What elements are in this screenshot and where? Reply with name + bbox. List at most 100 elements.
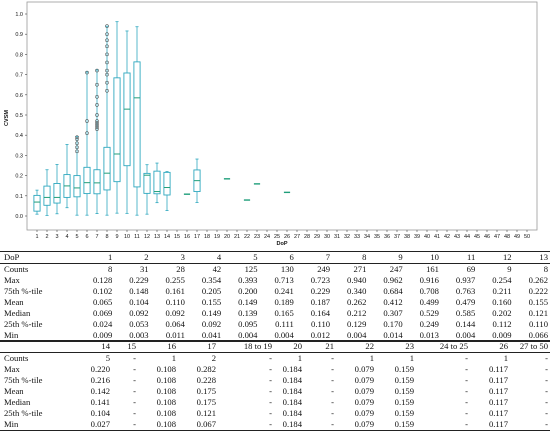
table-cell: 0.108	[138, 419, 178, 431]
table-cell: -	[133, 397, 136, 407]
table-cell: 0.937	[455, 275, 476, 285]
table-cell: -	[545, 353, 548, 363]
table-cell: 0.159	[394, 375, 414, 385]
table-cell: -	[269, 375, 272, 385]
row-label: Median	[4, 397, 31, 407]
table-cell: -	[218, 419, 274, 431]
table-cell: 0.184	[282, 397, 302, 407]
outlier-point	[105, 24, 109, 28]
x-tick-label: 23	[254, 234, 260, 240]
table-row: 75th %-tile 0.102 0.148 0.161 0.205 0.200 0.24…	[0, 286, 550, 297]
table-cell: 0.211	[492, 286, 512, 296]
x-tick-label: 29	[314, 234, 320, 240]
outlier-point	[95, 103, 99, 107]
x-tick-label: 12	[144, 234, 150, 240]
table-cell: 0.763	[455, 286, 476, 296]
table-cell: 1	[171, 353, 176, 363]
table-cell: 0.161	[165, 286, 185, 296]
table-header-row: 14 15 16 17 18 to 19 20 21 22 23 24 to 25 26 27 to …	[0, 340, 550, 353]
table-cell: 0.529	[419, 308, 439, 318]
x-tick-label: 13	[154, 234, 160, 240]
x-tick-label: 11	[134, 234, 140, 240]
table-header-cell: 20	[274, 340, 304, 353]
box-6	[83, 70, 91, 216]
outlier-point	[105, 80, 109, 85]
outlier-point	[105, 88, 109, 93]
table-header-cell	[0, 340, 78, 353]
box-iqr	[123, 72, 131, 167]
table-cell: 0.684	[383, 286, 403, 296]
y-tick-label: 1.0	[15, 12, 23, 18]
table-cell: 0.079	[354, 386, 374, 396]
table-cell: -	[545, 397, 548, 407]
y-tick-label: 0.6	[15, 93, 23, 99]
table-cell: 0.108	[156, 364, 176, 374]
table-cell: 0.102	[92, 286, 113, 296]
x-tick-label: 3	[55, 234, 58, 240]
table-cell: 0.069	[92, 308, 113, 318]
table-cell: 0.160	[492, 297, 512, 307]
x-tick-label: 48	[504, 234, 510, 240]
box-3	[53, 164, 61, 215]
table-cell: 0.499	[419, 297, 439, 307]
table-cell: -	[545, 408, 548, 418]
outlier-point	[75, 137, 79, 142]
table-cell: 0.079	[354, 364, 374, 374]
table-cell: -	[465, 408, 468, 418]
table-cell: 0.079	[354, 397, 374, 407]
table-cell: 1	[369, 353, 374, 363]
x-tick-label: 35	[374, 234, 380, 240]
table-cell: -	[133, 386, 136, 396]
table-cell: 0.170	[383, 319, 403, 329]
table-row: Counts 8 31 28 42 125 130 249 271 247 161 69 9 8	[0, 264, 550, 276]
table-cell: 0.479	[455, 297, 476, 307]
table-cell: 0.254	[492, 275, 512, 285]
row-label: Max	[4, 364, 20, 374]
outlier-point	[95, 127, 99, 131]
y-tick-label: 0.9	[15, 32, 23, 38]
table-cell: 0.175	[196, 386, 216, 396]
table-cell: -	[331, 353, 334, 363]
table-cell: 0.228	[196, 375, 216, 385]
table-cell: 0.255	[165, 275, 185, 285]
table-cell: -	[416, 419, 470, 431]
table-header-cell: 5	[223, 251, 260, 264]
table-cell: 0.155	[201, 297, 222, 307]
table-header-cell: 23	[376, 340, 416, 353]
table-cell: 0.092	[201, 319, 222, 329]
box-10	[123, 30, 131, 214]
box-iqr	[53, 183, 61, 204]
outlier-point	[95, 94, 99, 99]
box-12	[143, 164, 151, 215]
table-cell: 0.307	[383, 308, 403, 318]
table-cell: -	[331, 397, 334, 407]
table-cell: 0.282	[196, 364, 216, 374]
table-cell: 0.108	[156, 408, 176, 418]
table-header-cell: 14	[78, 340, 112, 353]
table-header-cell: 18 to 19	[218, 340, 274, 353]
y-tick-label: 0.8	[15, 52, 23, 58]
table-cell: -	[133, 375, 136, 385]
box-14	[163, 171, 171, 211]
x-tick-label: 31	[334, 234, 340, 240]
box-iqr	[83, 166, 91, 195]
table-cell: 0.117	[488, 386, 508, 396]
x-tick-label: 41	[434, 234, 440, 240]
table-row: 25th %-tile 0.024 0.053 0.064 0.092 0.095 0.11…	[0, 319, 550, 330]
table-cell: 0.184	[282, 386, 302, 396]
table-header-cell: 7	[295, 251, 333, 264]
table-row: 75th %-tile 0.216-0.108 0.228-0.184-0.079 0…	[0, 375, 550, 386]
x-tick-label: 45	[474, 234, 480, 240]
table-cell: 0.222	[528, 286, 548, 296]
outlier-point	[95, 119, 99, 123]
table-header-cell: 22	[336, 340, 376, 353]
table-cell: 0.713	[274, 275, 294, 285]
box-7	[93, 68, 101, 214]
table-cell: 0.159	[394, 408, 414, 418]
table-cell: 0.940	[347, 275, 367, 285]
table-cell: -	[331, 386, 334, 396]
table-cell: 0.189	[274, 297, 294, 307]
table-cell: 0.159	[394, 386, 414, 396]
table-cell: -	[465, 353, 468, 363]
table-cell: 0.159	[394, 364, 414, 374]
